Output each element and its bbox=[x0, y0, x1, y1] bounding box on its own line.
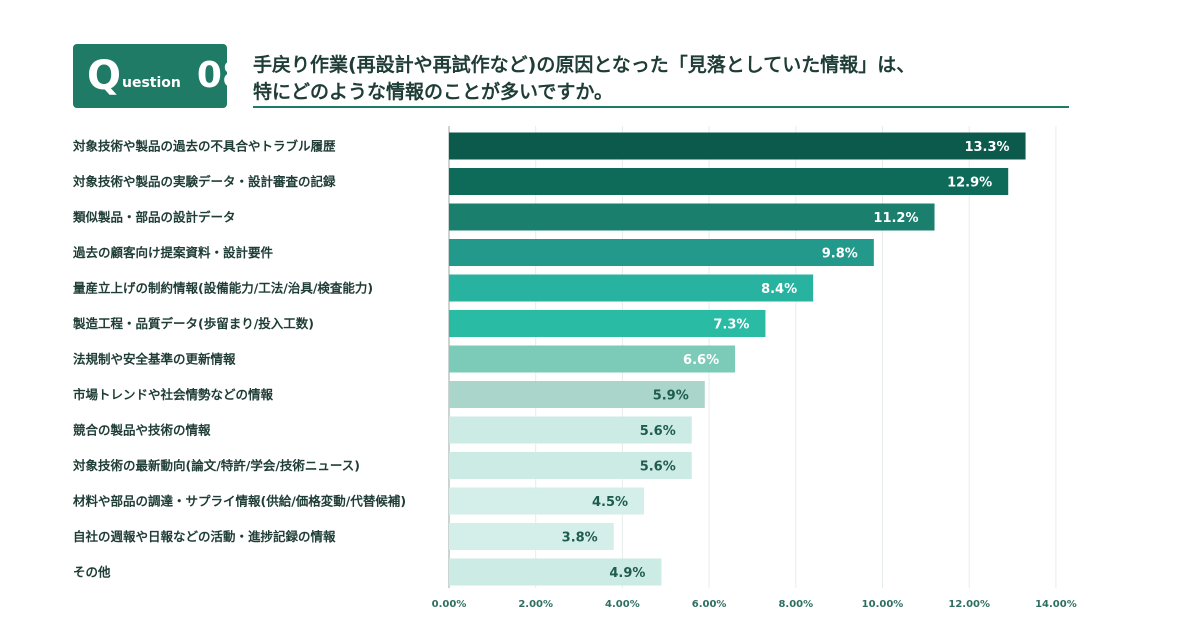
bar-value-label: 5.9% bbox=[653, 389, 689, 404]
bar bbox=[449, 452, 692, 479]
bar-value-label: 3.8% bbox=[562, 531, 598, 546]
bar-value-label: 5.6% bbox=[640, 460, 676, 475]
x-tick-label: 8.00% bbox=[778, 599, 813, 610]
bar-value-label: 7.3% bbox=[713, 318, 749, 333]
category-label: 材料や部品の調達・サプライ情報(供給/価格変動/代替候補) bbox=[72, 494, 406, 509]
x-tick-label: 0.00% bbox=[432, 599, 467, 610]
badge-question-word: uestion bbox=[122, 75, 181, 91]
x-tick-label: 10.00% bbox=[862, 599, 904, 610]
category-label: 量産立上げの制約情報(設備能力/工法/治具/検査能力) bbox=[73, 281, 373, 296]
bar-value-label: 12.9% bbox=[947, 176, 992, 191]
title-underline bbox=[253, 106, 1069, 108]
bar bbox=[449, 239, 874, 266]
category-label: 法規制や安全基準の更新情報 bbox=[73, 352, 236, 367]
category-label: 競合の製品や技術の情報 bbox=[73, 423, 211, 438]
bar-value-label: 4.9% bbox=[609, 566, 645, 581]
bar bbox=[449, 487, 645, 515]
category-label: 製造工程・品質データ(歩留まり/投入工数) bbox=[72, 316, 314, 331]
question-badge: Q uestion 08 bbox=[73, 44, 247, 108]
x-tick-label: 6.00% bbox=[692, 599, 727, 610]
bar-value-label: 6.6% bbox=[683, 353, 719, 368]
x-tick-label: 2.00% bbox=[518, 599, 553, 610]
bar bbox=[449, 310, 766, 337]
question-title-line-1: 手戻り作業(再設計や再試作など)の原因となった「見落としていた情報」は、 bbox=[253, 54, 916, 76]
bar-value-label: 8.4% bbox=[761, 282, 797, 297]
category-label: 対象技術や製品の実験データ・設計審査の記録 bbox=[72, 174, 336, 189]
category-label: 対象技術の最新動向(論文/特許/学会/技術ニュース) bbox=[72, 458, 360, 473]
bar bbox=[449, 558, 662, 586]
category-label: 対象技術や製品の過去の不具合やトラブル履歴 bbox=[72, 139, 336, 154]
bar-value-label: 4.5% bbox=[592, 495, 628, 510]
x-tick-label: 14.00% bbox=[1035, 599, 1077, 610]
category-label: 過去の顧客向け提案資料・設計要件 bbox=[72, 245, 274, 260]
bar bbox=[449, 132, 1026, 160]
bar-value-label: 9.8% bbox=[822, 247, 858, 262]
bar-value-label: 11.2% bbox=[873, 211, 918, 226]
question-title: 手戻り作業(再設計や再試作など)の原因となった「見落としていた情報」は、 特にど… bbox=[253, 52, 1053, 106]
question-title-line-2: 特にどのような情報のことが多いですか。 bbox=[253, 81, 614, 103]
x-tick-label: 4.00% bbox=[605, 599, 640, 610]
x-tick-label: 12.00% bbox=[948, 599, 990, 610]
category-label: 自社の週報や日報などの活動・進捗記録の情報 bbox=[73, 529, 336, 544]
bar bbox=[449, 168, 1009, 195]
bar bbox=[449, 381, 705, 408]
bar-value-label: 5.6% bbox=[640, 424, 676, 439]
bar bbox=[449, 274, 814, 302]
bar bbox=[449, 523, 614, 550]
badge-q-letter: Q bbox=[87, 53, 122, 99]
badge-question-number: 08 bbox=[196, 55, 247, 96]
bar bbox=[449, 416, 692, 444]
category-label: その他 bbox=[73, 565, 111, 580]
bar bbox=[449, 203, 935, 231]
category-label: 類似製品・部品の設計データ bbox=[72, 210, 236, 225]
bar bbox=[449, 345, 736, 373]
bar-value-label: 13.3% bbox=[964, 140, 1009, 155]
category-label: 市場トレンドや社会情勢などの情報 bbox=[73, 387, 274, 402]
